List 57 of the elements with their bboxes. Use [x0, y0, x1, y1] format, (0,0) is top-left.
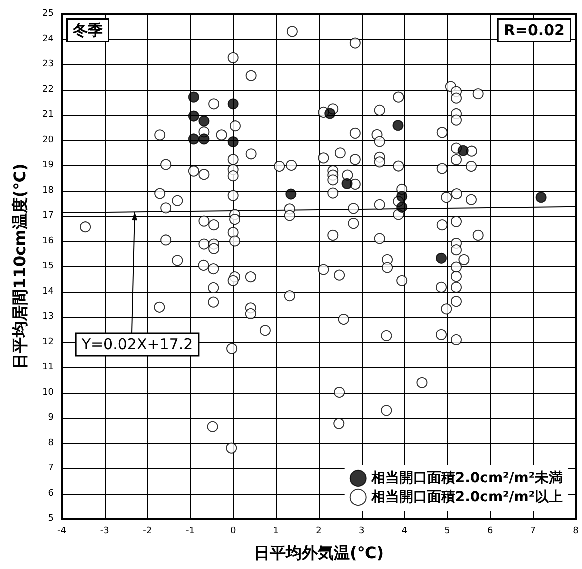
x-tick-label: 5: [444, 526, 450, 536]
point: [392, 120, 404, 132]
point: [198, 116, 210, 127]
annotation: Y=0.02X+17.2: [80, 336, 194, 354]
x-tick-label: 6: [487, 526, 494, 536]
x-tick-label: 7: [530, 526, 536, 536]
point: [228, 98, 239, 110]
x-tick-label: -1: [186, 526, 195, 536]
x-tick-label: 0: [230, 526, 236, 536]
y-axis-title: 日平均居間110cm温度(℃): [10, 164, 30, 370]
y-tick-label: 6: [48, 488, 54, 499]
legend-label: 相当開口面積2.0cm²/m²以上: [370, 490, 564, 506]
x-tick-label: 1: [273, 526, 280, 536]
x-tick-label: -2: [143, 526, 152, 536]
point: [396, 191, 408, 202]
y-tick-label: 24: [42, 34, 54, 44]
point: [342, 178, 353, 190]
y-tick-label: 18: [42, 186, 54, 196]
point: [458, 145, 469, 156]
y-tick-label: 11: [42, 362, 54, 372]
x-tick-label: 8: [573, 526, 580, 536]
y-tick-label: 19: [42, 160, 54, 170]
point: [188, 110, 200, 122]
y-tick-label: 25: [42, 9, 54, 19]
y-tick-label: 10: [42, 388, 54, 398]
annotation: R=0.02: [504, 22, 565, 40]
x-tick-label: -4: [58, 526, 67, 536]
x-tick-label: 3: [358, 526, 365, 536]
y-tick-label: 7: [48, 464, 54, 474]
y-tick-label: 9: [48, 413, 54, 423]
point: [536, 192, 547, 204]
y-tick-label: 5: [48, 514, 54, 524]
y-tick-label: 13: [42, 312, 54, 322]
y-tick-label: 22: [42, 84, 54, 95]
point: [188, 134, 200, 145]
point: [198, 134, 210, 145]
y-tick-label: 16: [42, 236, 54, 246]
legend-label: 相当開口面積2.0cm²/m²未満: [370, 470, 564, 486]
point: [228, 136, 239, 148]
y-tick-label: 8: [48, 438, 54, 448]
point: [396, 202, 408, 213]
x-tick-label: 2: [316, 526, 322, 536]
y-tick-label: 21: [42, 110, 54, 120]
point: [324, 108, 336, 120]
annotation: 冬季: [72, 22, 103, 40]
y-tick-label: 15: [42, 262, 54, 272]
point: [188, 92, 200, 103]
x-axis-title: 日平均外気温(℃): [254, 544, 384, 562]
x-tick-label: 4: [402, 526, 408, 536]
y-tick-label: 17: [42, 211, 54, 221]
y-tick-label: 23: [42, 60, 54, 70]
x-tick-label: -3: [100, 526, 110, 536]
y-tick-label: 12: [42, 337, 54, 348]
y-tick-label: 14: [42, 286, 54, 297]
point: [436, 252, 448, 264]
point: [286, 188, 297, 200]
y-tick-label: 20: [42, 135, 54, 146]
